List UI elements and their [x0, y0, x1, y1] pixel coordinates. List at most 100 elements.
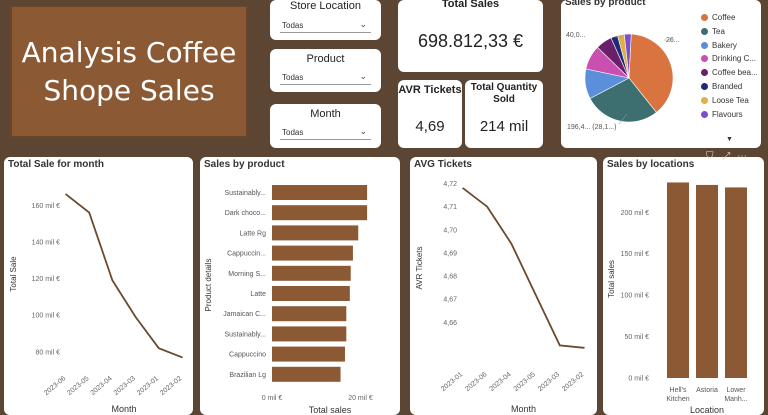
legend-dot: [701, 14, 708, 21]
legend-item[interactable]: Loose Tea: [701, 96, 749, 105]
month-dropdown[interactable]: Todas ⌄: [280, 124, 371, 140]
bar: [272, 225, 359, 241]
bar: [272, 306, 347, 322]
kpi-total-quantity-label-1: Total Quantity: [470, 82, 538, 93]
y-category-label: Dark choco...: [225, 210, 266, 217]
x-tick-label: 2023-01: [440, 371, 464, 393]
y-axis-title: Total Sale: [9, 256, 18, 292]
kpi-avr-tickets-label: AVR Tickets: [398, 84, 462, 96]
legend-item[interactable]: Bakery: [701, 41, 737, 50]
y-tick-label: 50 mil €: [624, 334, 649, 341]
legend-label: Coffee: [712, 13, 736, 22]
pie-label-left: 196,4... (28,1...): [567, 124, 616, 131]
month-value: Todas: [282, 128, 304, 137]
kpi-total-sales: Total Sales 698.812,33 €: [398, 0, 543, 72]
data-point: [88, 211, 90, 214]
y-tick-label: 140 mil €: [32, 239, 61, 246]
data-point: [134, 316, 137, 318]
pie-chart: 40,0... 26... 196,4... (28,1...): [566, 32, 680, 131]
bar: [667, 182, 689, 378]
dashboard-title-line1: Analysis Coffee: [21, 35, 237, 69]
y-tick-label: 4,71: [443, 204, 457, 211]
slicer-label-month: Month: [310, 108, 341, 120]
y-category-label: Latte Rg: [240, 230, 267, 237]
more-options-icon[interactable]: ⋯: [737, 151, 748, 162]
y-category-label: Latte: [250, 291, 266, 298]
y-tick-label: 4,67: [443, 297, 457, 304]
y-category-label: Morning S...: [228, 271, 266, 278]
legend-label: Bakery: [712, 40, 737, 50]
x-category-label: Hell's: [670, 387, 687, 394]
kpi-total-quantity: Total Quantity Sold 214 mil: [465, 80, 543, 148]
legend-item[interactable]: Tea: [701, 27, 725, 36]
data-point: [559, 344, 561, 347]
legend-item[interactable]: Branded: [701, 82, 742, 91]
y-axis-title: AVR Tickets: [415, 247, 424, 290]
series-line: [65, 193, 183, 359]
x-tick-label: 2023-05: [513, 371, 537, 393]
legend-item[interactable]: Drinking C...: [701, 54, 756, 63]
chevron-down-icon: ⌄: [359, 19, 367, 29]
focus-mode-icon[interactable]: ⤢: [722, 151, 731, 162]
chart-title-avg-tickets: AVG Tickets: [414, 159, 472, 170]
sales-by-locations-bar-chart: 0 mil € 50 mil € 100 mil € 150 mil € 200 mil…: [607, 182, 748, 415]
slicer-label-store: Store Location: [290, 0, 361, 12]
legend-dot: [701, 41, 708, 49]
x-category-label: Manh...: [724, 396, 747, 403]
filter-icon[interactable]: ⛉: [706, 151, 714, 162]
card-sales-by-product: Sales by product Sustainably... Dark choc…: [200, 157, 400, 415]
dashboard-title-card: Analysis Coffee Shope Sales: [10, 5, 248, 138]
x-tick-label: 2023-03: [113, 375, 137, 397]
legend-item[interactable]: Flavours: [701, 110, 743, 119]
legend-label: Branded: [712, 82, 743, 91]
legend-more-chevron[interactable]: ▼: [726, 136, 733, 143]
legend-item[interactable]: Coffee: [701, 13, 735, 22]
data-point: [462, 187, 464, 190]
card-avg-tickets: AVG Tickets 4,66 4,67 4,68 4,69 4,70 4,71 4,72…: [410, 157, 597, 415]
y-tick-label: 4,70: [443, 227, 457, 234]
data-point: [158, 347, 160, 349]
legend-label: Drinking C...: [712, 54, 757, 64]
x-tick-label: 2023-04: [488, 371, 512, 393]
x-category-label: Lower: [726, 387, 746, 394]
kpi-avr-tickets-value: 4,69: [415, 118, 445, 135]
y-tick-label: 4,68: [443, 274, 457, 281]
bar: [272, 205, 368, 221]
store-location-slicer: Store Location Todas ⌄: [270, 0, 381, 40]
kpi-total-quantity-value: 214 mil: [479, 118, 529, 135]
card-total-sale-month: Total Sale for month 80 mil € 100 mil € 12…: [4, 157, 193, 415]
y-tick-label: 200 mil €: [621, 210, 650, 217]
data-point: [181, 356, 183, 359]
y-tick-label: 0 mil €: [628, 376, 649, 383]
x-tick-label: 2023-04: [89, 375, 113, 397]
legend-label: Loose Tea: [712, 95, 749, 105]
y-axis-title: Total sales: [607, 260, 616, 298]
pie-slice-1: [628, 33, 674, 113]
sales-by-product-bar-chart: Sustainably... Dark choco... Latte Rg Cappu…: [204, 185, 373, 415]
data-point: [510, 242, 513, 245]
pie-slice-8: [623, 33, 632, 79]
y-tick-label: 4,69: [443, 250, 457, 257]
legend-dot: [701, 69, 708, 77]
pie-label-top-left: 40,0...: [566, 32, 586, 39]
product-value: Todas: [282, 73, 304, 82]
product-dropdown[interactable]: Todas ⌄: [280, 69, 371, 85]
legend-item[interactable]: Coffee bea...: [701, 68, 758, 77]
store-location-dropdown[interactable]: Todas ⌄: [280, 17, 371, 33]
kpi-total-quantity-label-2: Sold: [493, 94, 515, 105]
x-tick-label: 2023-02: [159, 375, 183, 397]
series-line: [462, 187, 585, 349]
legend-dot: [701, 110, 708, 118]
bar: [725, 187, 747, 378]
x-tick-label: 2023-06: [464, 371, 488, 393]
y-category-label: Jamaican C...: [223, 311, 266, 318]
dashboard-title-line2: Shope Sales: [43, 73, 215, 107]
card-sales-by-locations: Sales by locations 0 mil € 50 mil € 100 mi…: [603, 157, 764, 415]
y-category-label: Cappuccino: [229, 352, 266, 359]
legend-dot: [701, 83, 708, 90]
legend-label: Flavours: [712, 109, 743, 119]
product-slicer: Product Todas ⌄: [270, 49, 381, 92]
x-axis-title: Location: [690, 405, 724, 415]
chevron-down-icon: ⌄: [359, 71, 367, 81]
